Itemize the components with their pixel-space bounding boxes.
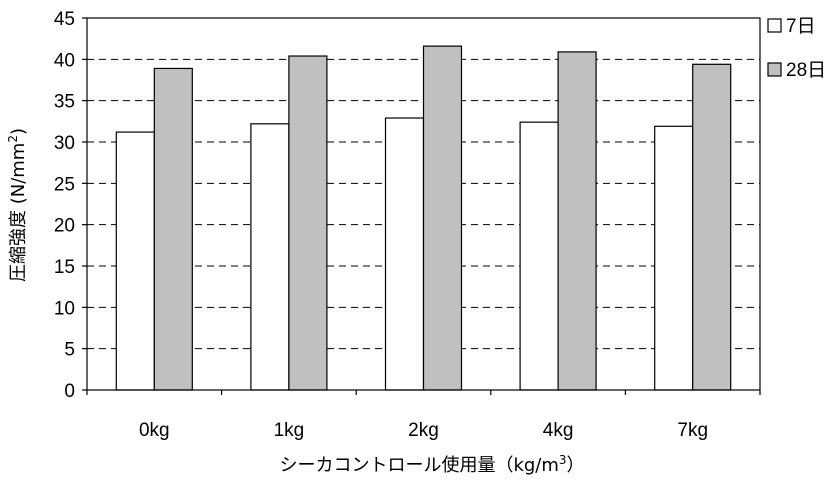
y-axis-title: 圧縮強度 (N/mm2) xyxy=(6,128,29,282)
x-tick-label: 7kg xyxy=(677,420,708,441)
bars xyxy=(115,45,732,391)
x-tick-label: 4kg xyxy=(543,420,574,441)
x-tick-label: 2kg xyxy=(408,420,439,441)
y-tick-label: 40 xyxy=(54,50,75,71)
legend: 7日 28日 xyxy=(767,16,826,81)
plot-frame xyxy=(86,17,761,391)
bar-series2-2kg xyxy=(422,45,463,391)
legend-label-2: 28日 xyxy=(786,60,826,81)
legend-label-1: 7日 xyxy=(786,16,816,37)
legend-swatch-2 xyxy=(767,62,782,77)
x-tick-label: 1kg xyxy=(274,420,305,441)
x-tick-label: 0kg xyxy=(139,420,170,441)
bar-series1-2kg xyxy=(384,117,425,391)
x-axis-title-text: シーカコントロール使用量（kg/m xyxy=(279,455,558,476)
bar-series2-7kg xyxy=(692,63,732,391)
y-tick-label: 5 xyxy=(64,340,75,361)
y-tick-label: 15 xyxy=(54,257,75,278)
y-axis-title-text: 圧縮強度 (N/mm xyxy=(8,143,29,282)
x-axis-title-suffix: ） xyxy=(567,455,585,476)
bar-series1-4kg xyxy=(519,121,559,391)
y-tick-label: 35 xyxy=(54,92,75,113)
y-tick-label: 25 xyxy=(54,174,75,195)
legend-swatch-1 xyxy=(767,18,782,33)
y-tick-label: 10 xyxy=(54,298,75,319)
y-tick-label: 20 xyxy=(54,216,75,237)
y-tick-label: 30 xyxy=(54,133,75,154)
y-axis-title-superscript: 2 xyxy=(6,135,20,143)
x-axis-title-superscript: 3 xyxy=(559,453,567,467)
bar-series2-1kg xyxy=(288,55,328,391)
x-axis-title: シーカコントロール使用量（kg/m3） xyxy=(279,453,584,476)
bar-series1-1kg xyxy=(250,123,290,391)
y-tick-label: 45 xyxy=(54,9,75,30)
y-tick-label: 0 xyxy=(64,381,75,402)
y-axis-title-suffix: ) xyxy=(8,128,29,135)
bar-series2-4kg xyxy=(557,51,597,391)
bar-series1-0kg xyxy=(115,131,155,391)
bar-series2-0kg xyxy=(153,67,193,391)
bar-series1-7kg xyxy=(654,125,694,391)
tick-labels: 0 5 10 15 20 25 30 35 40 45 0kg 1kg 2kg 4kg 7kg xyxy=(54,9,708,441)
axes xyxy=(82,17,761,395)
